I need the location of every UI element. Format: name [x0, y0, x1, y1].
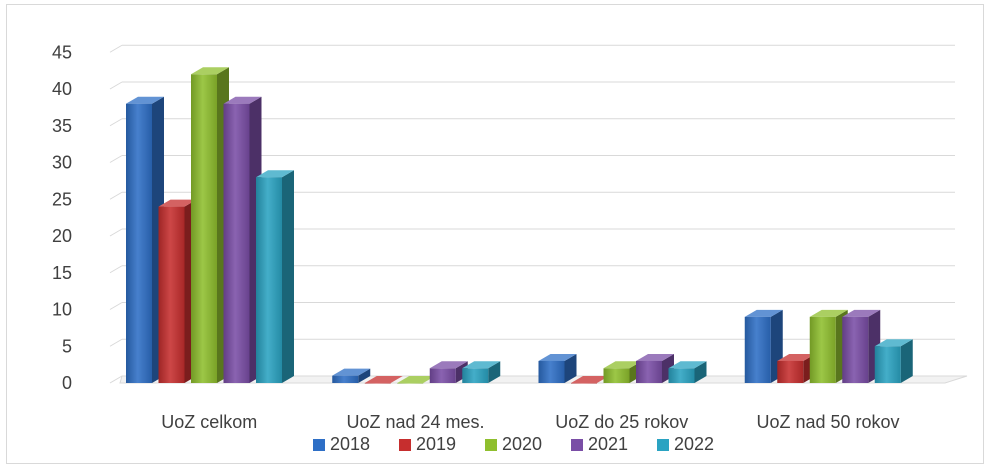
bars — [126, 67, 913, 384]
legend-label: 2021 — [588, 434, 628, 454]
y-tick-label: 0 — [62, 373, 72, 393]
legend-swatch — [485, 439, 497, 451]
bar-2022-3 — [874, 339, 913, 383]
legend-item-2021: 2021 — [571, 434, 628, 454]
bar-2020-0 — [191, 67, 229, 384]
bar-2022-0 — [256, 170, 294, 383]
bar-2021-3 — [842, 309, 881, 383]
category-label: UoZ nad 24 mes. — [346, 412, 484, 432]
y-tick-label: 5 — [62, 336, 72, 356]
legend-label: 2022 — [674, 434, 714, 454]
category-label: UoZ do 25 rokov — [555, 412, 688, 432]
category-label: UoZ celkom — [161, 412, 257, 432]
y-tick-label: 20 — [52, 226, 72, 246]
legend-swatch — [399, 439, 411, 451]
y-tick-label: 30 — [52, 153, 72, 173]
gridline-diagonal — [109, 191, 123, 200]
legend-item-2018: 2018 — [313, 434, 370, 454]
legend-swatch — [571, 439, 583, 451]
bar-2020-3 — [809, 309, 848, 383]
bar-2021-0 — [223, 96, 262, 383]
gridline-diagonal — [109, 265, 123, 274]
y-tick-label: 45 — [52, 42, 72, 62]
legend-swatch — [657, 439, 669, 451]
bar-2018-3 — [744, 309, 783, 383]
bar-2018-2 — [538, 353, 577, 383]
gridline-diagonal — [109, 44, 123, 53]
gridline-diagonal — [109, 338, 123, 347]
legend-label: 2018 — [330, 434, 370, 454]
bar-2020-2 — [603, 361, 642, 383]
bar-2021-2 — [636, 353, 674, 383]
y-tick-label: 15 — [52, 263, 72, 283]
legend-item-2019: 2019 — [399, 434, 456, 454]
gridline-diagonal — [109, 302, 123, 310]
bar-2022-2 — [668, 361, 707, 383]
bar-2019-1 — [364, 376, 403, 384]
bar-2020-1 — [397, 376, 436, 384]
gridline-diagonal — [109, 155, 123, 163]
legend-item-2020: 2020 — [485, 434, 542, 454]
legend: 2018 2019 2020 2021 2022 — [313, 434, 714, 454]
y-tick-label: 25 — [52, 189, 72, 209]
legend-label: 2020 — [502, 434, 542, 454]
gridline-diagonal — [109, 118, 123, 127]
y-axis-ticks: 0 5 10 15 20 25 30 35 40 45 — [52, 42, 72, 393]
gridline-diagonal — [109, 81, 123, 90]
bar-2018-1 — [332, 368, 371, 383]
bar-2019-2 — [571, 376, 609, 384]
bar-2019-3 — [777, 353, 816, 383]
legend-label: 2019 — [416, 434, 456, 454]
legend-swatch — [313, 439, 325, 451]
gridline-diagonal — [109, 375, 123, 384]
y-tick-label: 35 — [52, 116, 72, 136]
y-tick-label: 10 — [52, 300, 72, 320]
y-tick-label: 40 — [52, 79, 72, 99]
gridline-diagonal — [109, 228, 123, 237]
bar-2019-0 — [158, 199, 197, 383]
category-labels: UoZ celkom UoZ nad 24 mes. UoZ do 25 rokov… — [161, 412, 899, 432]
bar-2018-0 — [126, 96, 164, 383]
bar-2022-1 — [462, 361, 501, 383]
category-label: UoZ nad 50 rokov — [756, 412, 899, 432]
legend-item-2022: 2022 — [657, 434, 714, 454]
